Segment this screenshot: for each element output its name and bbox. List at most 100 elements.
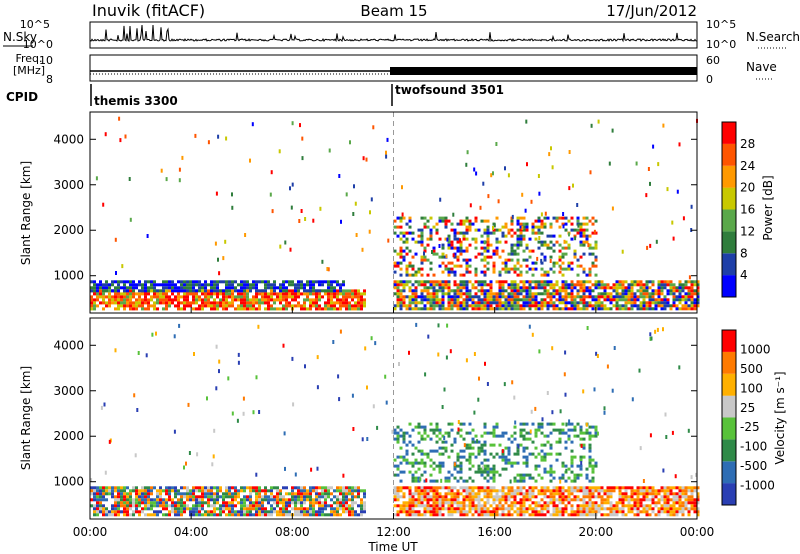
heatmap-cell — [435, 231, 439, 235]
heatmap-cell — [429, 228, 433, 232]
heatmap-cell — [696, 492, 700, 496]
heatmap-scatter-point — [366, 437, 369, 441]
heatmap-cell — [147, 292, 150, 296]
heatmap-cell — [423, 486, 427, 490]
heatmap-cell — [273, 280, 276, 284]
heatmap-cell — [597, 301, 601, 305]
heatmap-cell — [528, 249, 532, 253]
heatmap-cell — [522, 249, 526, 253]
heatmap-cell — [294, 507, 297, 511]
heatmap-scatter-point — [376, 425, 379, 430]
heatmap-cell — [279, 295, 282, 299]
heatmap-cell — [483, 425, 487, 429]
heatmap-cell — [630, 292, 634, 296]
heatmap-cell — [486, 267, 490, 271]
heatmap-cell — [300, 510, 303, 514]
heatmap-cell — [459, 467, 463, 471]
heatmap-cell — [294, 283, 297, 287]
heatmap-cell — [528, 286, 532, 290]
heatmap-scatter-point — [386, 137, 389, 142]
heatmap-cell — [213, 513, 216, 517]
heatmap-cell — [480, 283, 484, 287]
heatmap-scatter-point — [193, 352, 195, 356]
heatmap-cell — [102, 498, 105, 502]
heatmap-cell — [531, 280, 535, 284]
heatmap-cell — [345, 504, 348, 508]
heatmap-cell — [321, 289, 324, 293]
heatmap-cell — [192, 292, 195, 296]
heatmap-cell — [597, 304, 601, 308]
heatmap-cell — [672, 286, 676, 290]
heatmap-cell — [480, 489, 484, 493]
heatmap-scatter-point — [136, 408, 139, 412]
heatmap-cell — [429, 286, 433, 290]
heatmap-scatter-point — [301, 156, 304, 161]
heatmap-cell — [108, 304, 111, 308]
heatmap-cell — [393, 283, 397, 287]
heatmap-cell — [423, 307, 427, 311]
heatmap-cell — [510, 243, 514, 247]
heatmap-cell — [477, 510, 481, 514]
heatmap-cell — [591, 507, 595, 511]
heatmap-cell — [414, 307, 418, 311]
heatmap-cell — [216, 513, 219, 517]
heatmap-cell — [540, 231, 544, 235]
heatmap-cell — [345, 292, 348, 296]
heatmap-cell — [669, 498, 673, 502]
heatmap-cell — [243, 510, 246, 514]
heatmap-cell — [618, 498, 622, 502]
heatmap-cell — [480, 504, 484, 508]
heatmap-cell — [450, 267, 454, 271]
heatmap-cell — [330, 289, 333, 293]
heatmap-cell — [696, 283, 700, 287]
heatmap-cell — [264, 307, 267, 311]
heatmap-cell — [450, 504, 454, 508]
heatmap-cell — [567, 301, 571, 305]
heatmap-cell — [348, 289, 351, 293]
heatmap-cell — [612, 283, 616, 287]
heatmap-cell — [516, 216, 520, 220]
heatmap-cell — [144, 513, 147, 517]
heatmap-cell — [246, 289, 249, 293]
heatmap-cell — [504, 222, 508, 226]
heatmap-cell — [129, 507, 132, 511]
heatmap-cell — [537, 225, 541, 229]
heatmap-cell — [648, 301, 652, 305]
heatmap-cell — [450, 510, 454, 514]
heatmap-cell — [690, 307, 694, 311]
heatmap-cell — [690, 292, 694, 296]
heatmap-scatter-point — [568, 186, 571, 191]
heatmap-cell — [237, 495, 240, 499]
heatmap-cell — [252, 283, 255, 287]
heatmap-cell — [585, 486, 589, 490]
heatmap-cell — [252, 280, 255, 284]
heatmap-cell — [423, 431, 427, 435]
heatmap-cell — [501, 495, 505, 499]
heatmap-cell — [573, 234, 577, 238]
heatmap-scatter-point — [304, 364, 306, 369]
heatmap-cell — [480, 446, 484, 450]
heatmap-cell — [621, 298, 625, 302]
heatmap-cell — [534, 446, 538, 450]
heatmap-cell — [516, 298, 520, 302]
heatmap-cell — [405, 431, 409, 435]
heatmap-cell — [540, 243, 544, 247]
heatmap-cell — [576, 264, 580, 268]
heatmap-cell — [618, 492, 622, 496]
heatmap-cell — [150, 492, 153, 496]
heatmap-cell — [330, 307, 333, 311]
heatmap-cell — [249, 498, 252, 502]
heatmap-cell — [120, 498, 123, 502]
heatmap-cell — [510, 501, 514, 505]
heatmap-cell — [471, 286, 475, 290]
heatmap-cell — [156, 510, 159, 514]
heatmap-cell — [561, 495, 565, 499]
heatmap-cell — [339, 504, 342, 508]
heatmap-cell — [558, 513, 562, 517]
heatmap-cell — [588, 455, 592, 459]
heatmap-cell — [465, 280, 469, 284]
heatmap-cell — [540, 455, 544, 459]
heatmap-cell — [540, 443, 544, 447]
heatmap-cell — [345, 301, 348, 305]
heatmap-cell — [627, 289, 631, 293]
